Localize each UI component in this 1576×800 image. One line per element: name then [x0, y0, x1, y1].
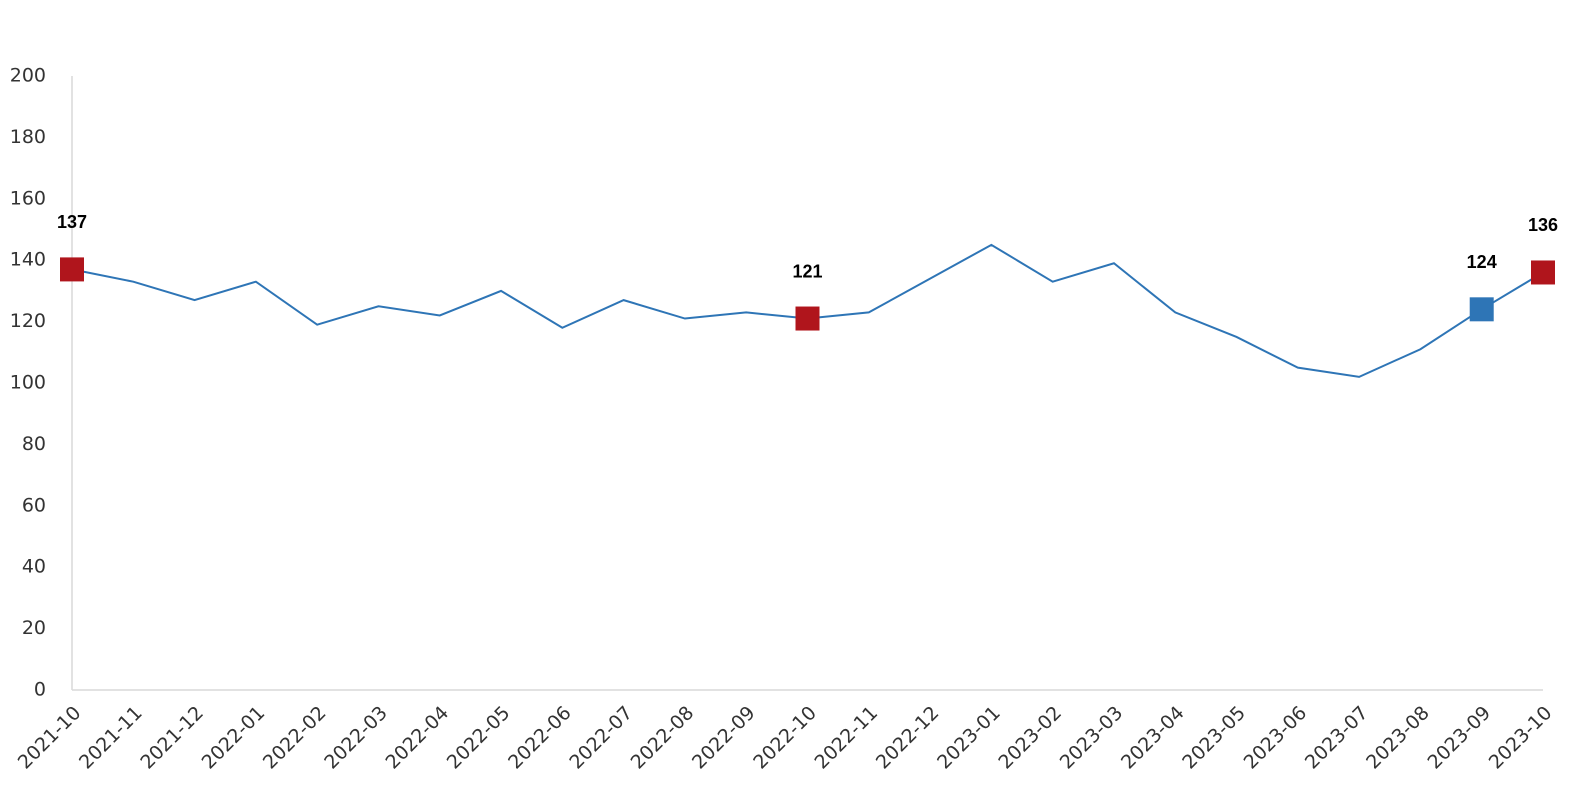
- x-tick-label: 2022-02: [259, 702, 331, 774]
- x-tick-label: 2022-10: [749, 702, 821, 774]
- x-tick-label: 2022-05: [443, 702, 515, 774]
- value-label: 136: [1528, 215, 1558, 235]
- x-tick-label: 2023-04: [1117, 702, 1189, 774]
- x-tick-label: 2022-03: [320, 702, 392, 774]
- y-tick-label: 40: [22, 556, 46, 578]
- x-tick-label: 2021-12: [136, 702, 208, 774]
- y-tick-label: 180: [10, 126, 46, 148]
- value-label: 137: [57, 212, 87, 232]
- y-tick-label: 160: [10, 187, 46, 209]
- x-tick-label: 2022-08: [627, 702, 699, 774]
- x-tick-label: 2021-11: [75, 702, 147, 774]
- x-tick-label: 2023-06: [1240, 702, 1312, 774]
- x-tick-label: 2022-04: [381, 702, 453, 774]
- x-tick-label: 2023-01: [933, 702, 1005, 774]
- x-tick-label: 2023-08: [1362, 702, 1434, 774]
- y-tick-label: 60: [22, 494, 46, 516]
- marker: [1531, 260, 1555, 285]
- marker: [1469, 297, 1494, 322]
- y-tick-label: 200: [10, 65, 46, 87]
- y-tick-label: 80: [22, 433, 46, 455]
- y-tick-label: 100: [10, 372, 46, 394]
- x-tick-label: 2023-03: [1056, 702, 1128, 774]
- x-tick-label: 2023-10: [1485, 702, 1557, 774]
- y-tick-label: 20: [22, 617, 46, 639]
- marker: [795, 306, 820, 331]
- y-tick-label: 0: [34, 679, 46, 701]
- x-tick-label: 2022-11: [811, 702, 883, 774]
- y-tick-label: 140: [10, 249, 46, 271]
- x-tick-label: 2023-07: [1301, 702, 1373, 774]
- y-tick-label: 120: [10, 310, 46, 332]
- x-tick-label: 2021-10: [14, 702, 86, 774]
- x-tick-label: 2023-05: [1178, 702, 1250, 774]
- x-tick-label: 2022-12: [872, 702, 944, 774]
- x-tick-label: 2023-02: [994, 702, 1066, 774]
- marker: [60, 257, 84, 282]
- value-label: 124: [1467, 252, 1497, 272]
- x-tick-label: 2022-06: [504, 702, 576, 774]
- x-tick-label: 2022-01: [198, 702, 270, 774]
- x-tick-label: 2023-09: [1423, 702, 1495, 774]
- x-tick-label: 2022-07: [565, 702, 637, 774]
- value-label: 121: [792, 261, 822, 281]
- x-tick-label: 2022-09: [688, 702, 760, 774]
